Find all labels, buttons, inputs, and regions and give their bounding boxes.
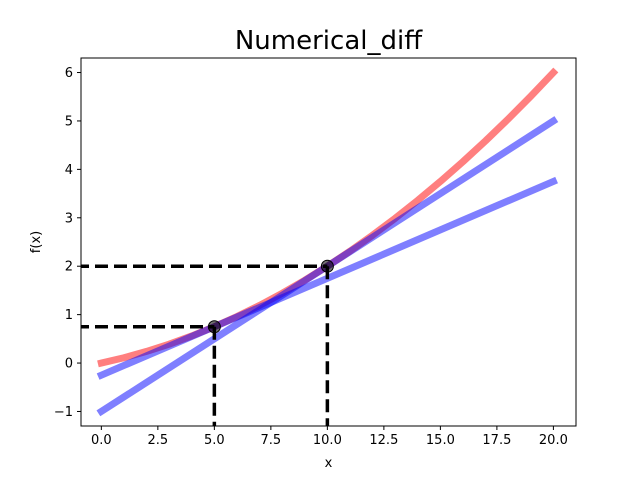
series-layer (96, 67, 559, 417)
x-tick-label: 20.0 (539, 433, 568, 448)
y-tick-label: 2 (65, 260, 73, 275)
x-tick-label: 5.0 (204, 433, 225, 448)
y-tick-label: 5 (65, 114, 73, 129)
x-tick-label: 12.5 (369, 433, 398, 448)
y-tick-label: 6 (65, 66, 73, 81)
y-tick-label: −1 (54, 405, 73, 420)
point-1-marker (320, 259, 334, 273)
y-axis-label: f(x) (29, 231, 44, 253)
x-tick-label: 10.0 (313, 433, 342, 448)
x-tick-label: 17.5 (482, 433, 511, 448)
x-axis: 0.0 2.5 5.0 7.5 10.0 12.5 15.0 17.5 20.0 (91, 426, 568, 448)
x-tick-label: 15.0 (426, 433, 455, 448)
y-tick-label: 1 (65, 308, 73, 323)
y-tick-label: 3 (65, 211, 73, 226)
y-axis: −1 0 1 2 3 4 5 6 (54, 66, 81, 420)
y-tick-label: 0 (65, 357, 73, 372)
point-0-marker (207, 320, 221, 334)
plot-frame (80, 57, 577, 427)
point-layer (207, 259, 334, 334)
chart-title: Numerical_diff (235, 26, 423, 56)
series-0-line (97, 67, 559, 368)
y-tick-label: 4 (65, 163, 73, 178)
x-tick-label: 0.0 (91, 433, 112, 448)
guide-layer (81, 264, 330, 426)
x-tick-label: 7.5 (261, 433, 282, 448)
plot-area (81, 67, 559, 426)
x-axis-label: x (325, 456, 333, 471)
x-tick-label: 2.5 (148, 433, 169, 448)
